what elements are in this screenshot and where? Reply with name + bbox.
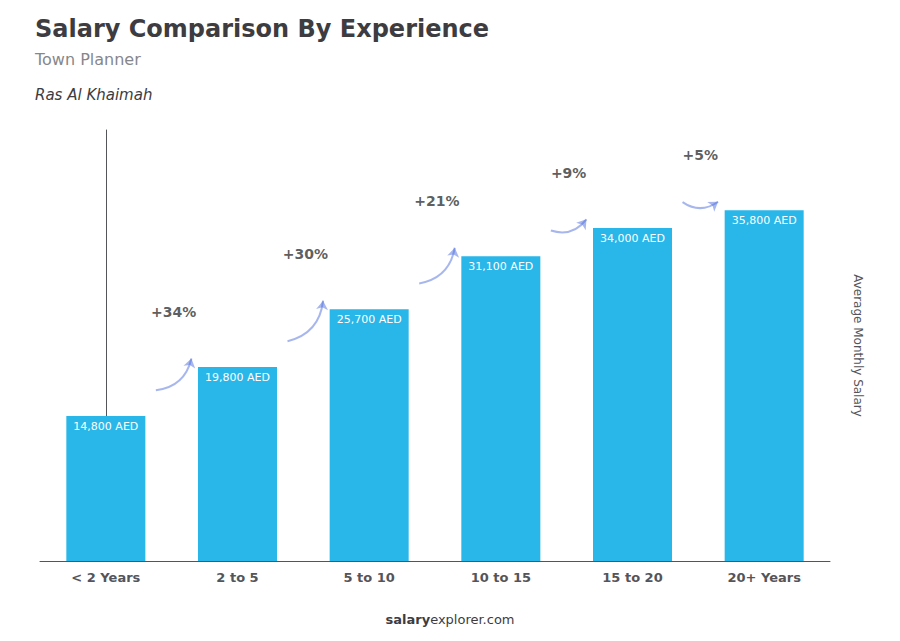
svg-text:34,000 AED: 34,000 AED bbox=[600, 232, 665, 245]
svg-text:salary: salary bbox=[385, 612, 430, 627]
svg-text:10 to 15: 10 to 15 bbox=[471, 570, 531, 585]
svg-text:+30%: +30% bbox=[283, 246, 328, 262]
svg-text:Ras Al Khaimah: Ras Al Khaimah bbox=[35, 86, 152, 104]
svg-text:19,800 AED: 19,800 AED bbox=[205, 371, 270, 384]
svg-text:Average Monthly Salary: Average Monthly Salary bbox=[851, 274, 865, 417]
svg-text:15 to 20: 15 to 20 bbox=[602, 570, 662, 585]
svg-text:+21%: +21% bbox=[414, 193, 459, 209]
svg-text:Salary Comparison By Experienc: Salary Comparison By Experience bbox=[35, 15, 489, 43]
svg-text:Town Planner: Town Planner bbox=[34, 50, 141, 69]
svg-text:+34%: +34% bbox=[151, 304, 196, 320]
svg-text:2 to 5: 2 to 5 bbox=[216, 570, 258, 585]
svg-text:explorer.com: explorer.com bbox=[430, 612, 514, 627]
svg-text:31,100 AED: 31,100 AED bbox=[468, 260, 533, 273]
svg-text:5 to 10: 5 to 10 bbox=[343, 570, 394, 585]
svg-text:+9%: +9% bbox=[551, 165, 587, 181]
svg-text:35,800 AED: 35,800 AED bbox=[732, 214, 797, 227]
svg-text:+5%: +5% bbox=[683, 147, 719, 163]
svg-text:25,700 AED: 25,700 AED bbox=[337, 313, 402, 326]
svg-text:20+ Years: 20+ Years bbox=[727, 570, 801, 585]
svg-text:14,800 AED: 14,800 AED bbox=[73, 420, 138, 433]
svg-text:< 2 Years: < 2 Years bbox=[71, 570, 140, 585]
